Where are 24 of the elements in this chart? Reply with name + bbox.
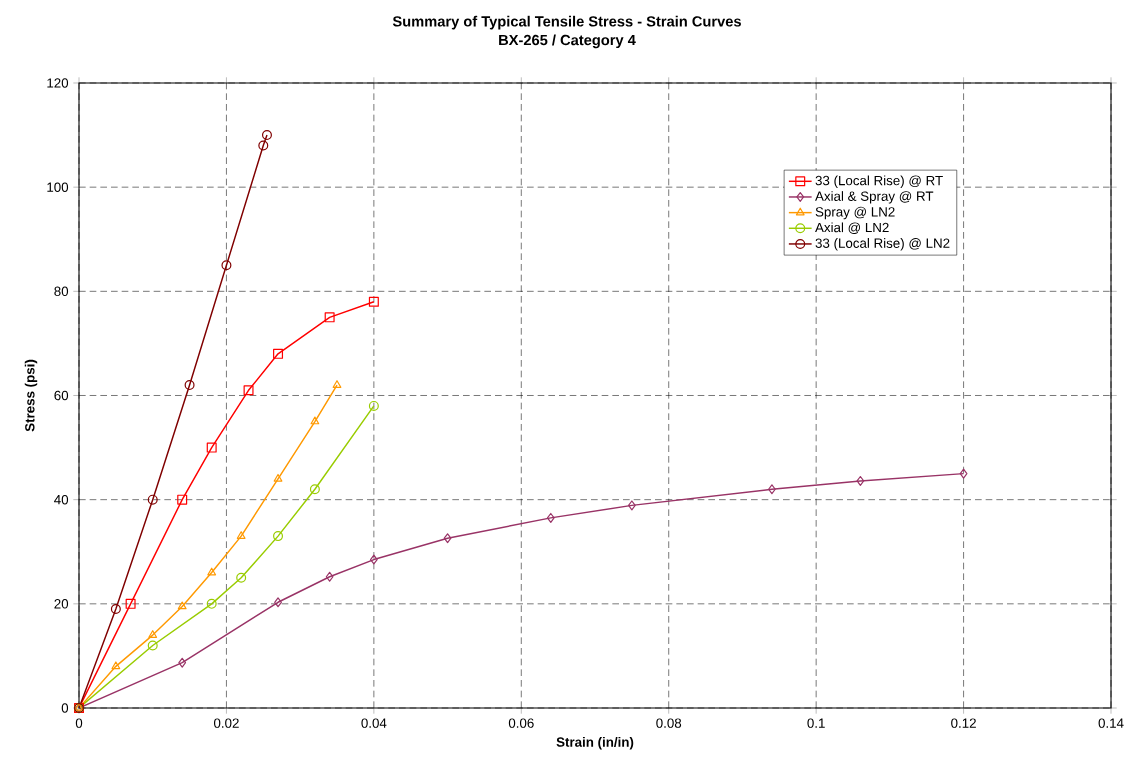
y-tick-label: 60: [54, 390, 69, 401]
x-tick-label: 0.12: [951, 718, 976, 728]
y-tick-label: 20: [54, 599, 69, 609]
x-tick-label: 0: [75, 718, 83, 728]
x-tick-label: 0.02: [213, 718, 239, 728]
chart-title: Summary of Typical Tensile Stress - Strain Curves: [392, 15, 741, 30]
legend-label: 33 (Local Rise) @ RT: [815, 175, 943, 188]
x-axis-title: Strain (in/in): [556, 737, 634, 750]
legend-label: Axial & Spray @ RT: [815, 191, 934, 204]
x-tick-label: 0.06: [508, 718, 534, 728]
y-tick-label: 40: [54, 494, 69, 505]
x-tick-label: 0.04: [361, 718, 387, 728]
x-tick-label: 0.14: [1098, 718, 1124, 728]
chart-subtitle: BX-265 / Category 4: [499, 34, 636, 49]
legend-label: Axial @ LN2: [815, 222, 889, 234]
legend-label: Spray @ LN2: [815, 206, 895, 220]
y-tick-label: 120: [47, 78, 69, 88]
y-tick-label: 0: [61, 703, 69, 713]
y-axis-title: Stress (psi): [24, 359, 38, 432]
y-tick-label: 100: [47, 182, 69, 192]
x-tick-label: 0.1: [807, 718, 825, 728]
legend-label: 33 (Local Rise) @ LN2: [815, 238, 950, 251]
y-tick-label: 80: [54, 286, 69, 297]
x-tick-label: 0.08: [656, 718, 682, 728]
